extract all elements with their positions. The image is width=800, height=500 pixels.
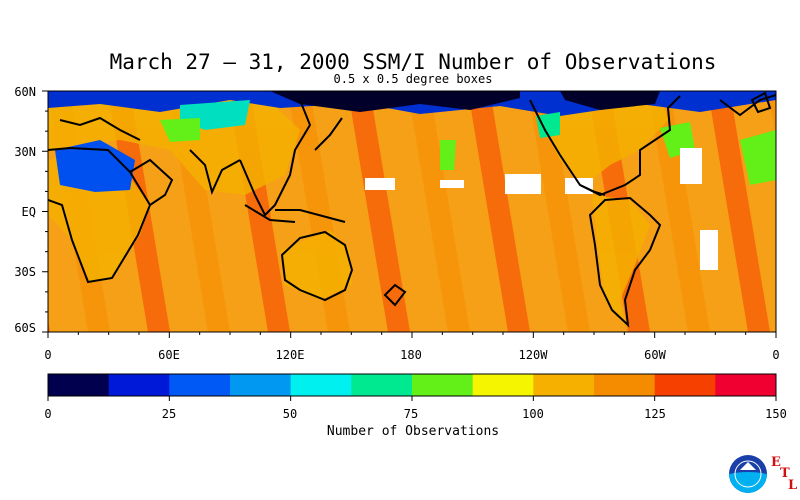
lon-label-180: 180 (400, 348, 422, 362)
colorbar-cell (715, 374, 777, 396)
lon-label-120e: 120E (275, 348, 305, 362)
colorbar-cell (594, 374, 656, 396)
colorbar-tick-label: 25 (161, 407, 177, 421)
axis-ticks (42, 90, 777, 401)
colorbar-cell (351, 374, 413, 396)
colorbar-tick-label: 0 (44, 407, 52, 421)
swath-band (468, 91, 530, 332)
east-asia-coastline (239, 99, 312, 217)
noaa-logo-ring (734, 460, 762, 488)
lon-label-60e: 60E (158, 348, 180, 362)
noaa-logo-wave (729, 472, 767, 493)
colorbar-cell (533, 374, 595, 396)
colorbar-tick-label: 150 (765, 407, 787, 421)
colorbar-frame (47, 373, 777, 397)
lon-label-0-east: 0 (772, 348, 780, 362)
colorbar-cell (230, 374, 292, 396)
colorbar-title: Number of Observations (326, 424, 500, 439)
uk-coastline (750, 91, 772, 114)
no-data-gaps (365, 148, 718, 270)
swath-band (408, 91, 470, 332)
colorbar-cell (169, 374, 231, 396)
arabia-coastline (129, 158, 174, 206)
south-america-land (592, 195, 650, 325)
etl-letter: T (780, 466, 790, 481)
green-patch (740, 130, 776, 185)
swath-band (348, 91, 410, 332)
colorbar-cell (48, 374, 110, 396)
arctic-black-region-west (560, 91, 660, 110)
colorbar-tick-label: 125 (644, 407, 666, 421)
central-america-coastline (579, 184, 606, 196)
green-patch (536, 112, 560, 138)
etl-letter: L (788, 478, 798, 493)
colorbar-tick-label: 100 (522, 407, 544, 421)
lon-label-0: 0 (44, 348, 52, 362)
colorbar-cell (412, 374, 474, 396)
colorbar-cell (654, 374, 716, 396)
noaa-logo-bird (740, 462, 756, 470)
green-patch (160, 118, 200, 142)
lat-label-60s: 60S (14, 321, 36, 335)
australia-coastline (280, 230, 354, 302)
north-america-land (545, 92, 668, 185)
colorbar (48, 374, 777, 396)
green-patch (440, 140, 456, 170)
india-coastline (189, 149, 241, 195)
lat-label-60n: 60N (14, 85, 36, 99)
asia-interior-region (55, 140, 135, 192)
swath-band (648, 91, 710, 332)
lon-label-120w: 120W (518, 348, 548, 362)
lat-label-eq: EQ (21, 205, 36, 219)
colorbar-tick-label: 50 (282, 407, 298, 421)
africa-coastline (48, 146, 152, 284)
swath-band (528, 91, 590, 332)
colorbar-cell (472, 374, 534, 396)
north-america-coastline (529, 95, 681, 197)
noaa-logo (729, 455, 767, 493)
lon-label-60w: 60W (644, 348, 666, 362)
colorbar-cell (290, 374, 352, 396)
colorbar-cell (108, 374, 170, 396)
lat-label-30n: 30N (14, 145, 36, 159)
etl-letter: E (771, 455, 781, 470)
new-zealand-coastline (383, 283, 407, 307)
coastlines (48, 91, 776, 328)
australia-land (282, 230, 352, 300)
arctic-black-region (270, 91, 520, 112)
map-subtitle: 0.5 x 0.5 degree boxes (333, 72, 493, 86)
japan-coastline (314, 117, 343, 151)
south-america-coastline (588, 196, 662, 328)
swath-band (708, 91, 770, 332)
map-title: March 27 – 31, 2000 SSM/I Number of Obse… (109, 50, 717, 74)
lat-label-30s: 30S (14, 265, 36, 279)
swath-band (768, 91, 776, 140)
observation-field (48, 91, 776, 332)
indonesia-coastline (244, 204, 346, 223)
colorbar-tick-label: 75 (403, 407, 419, 421)
europe-coastline (59, 94, 776, 141)
